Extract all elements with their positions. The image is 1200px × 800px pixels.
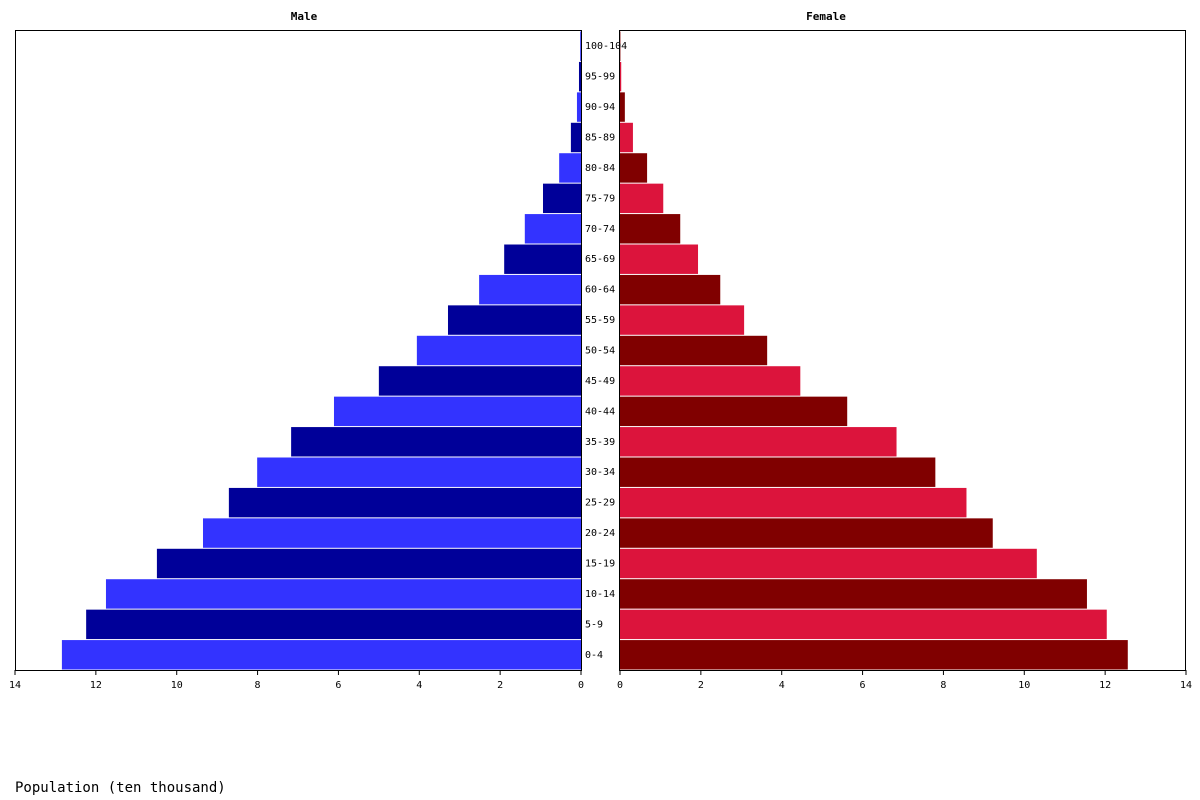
female-title: Female <box>806 10 846 23</box>
bar <box>105 579 581 609</box>
category-label: 35-39 <box>585 437 615 448</box>
category-label: 80-84 <box>585 163 615 174</box>
category-label: 65-69 <box>585 254 615 265</box>
bar <box>559 153 581 183</box>
bar <box>620 487 967 518</box>
bar <box>620 640 1128 670</box>
bar <box>570 122 581 153</box>
bar <box>86 609 581 640</box>
bar <box>620 427 897 457</box>
bar <box>620 335 768 366</box>
x-tick-label: 2 <box>698 680 704 691</box>
x-tick-label: 14 <box>9 680 21 691</box>
x-tick-label: 8 <box>255 680 261 691</box>
category-label: 75-79 <box>585 193 615 204</box>
bar <box>504 244 581 274</box>
bar <box>447 305 581 335</box>
bar <box>620 153 648 183</box>
bar <box>620 609 1107 640</box>
category-label: 15-19 <box>585 559 615 570</box>
x-tick-label: 4 <box>779 680 785 691</box>
bar <box>291 427 581 457</box>
category-label: 25-29 <box>585 498 615 509</box>
bar <box>578 61 581 92</box>
bar <box>257 457 581 487</box>
bar <box>620 579 1087 609</box>
bar <box>620 548 1037 579</box>
x-tick-label: 4 <box>416 680 422 691</box>
category-label: 10-14 <box>585 589 615 600</box>
female-panel-frame <box>619 30 1186 671</box>
x-tick-label: 2 <box>497 680 503 691</box>
x-tick-label: 6 <box>335 680 341 691</box>
bar <box>333 396 581 427</box>
category-label: 50-54 <box>585 346 615 357</box>
x-tick-label: 0 <box>578 680 584 691</box>
category-label: 5-9 <box>585 619 603 630</box>
category-label: 0-4 <box>585 650 603 661</box>
x-tick-label: 12 <box>90 680 102 691</box>
bar <box>580 31 581 61</box>
category-label: 95-99 <box>585 72 615 83</box>
x-tick-label: 0 <box>617 680 623 691</box>
bar <box>542 183 581 214</box>
x-axis-label: Population (ten thousand) <box>15 780 226 796</box>
bar <box>620 457 936 487</box>
bar <box>620 61 622 92</box>
category-label: 20-24 <box>585 528 615 539</box>
bar <box>378 366 581 396</box>
category-label: 60-64 <box>585 285 615 296</box>
bar <box>524 214 581 244</box>
bar <box>228 487 582 518</box>
bar <box>620 183 664 214</box>
category-label: 90-94 <box>585 102 615 113</box>
bar <box>576 92 581 122</box>
bar <box>620 366 801 396</box>
category-label: 55-59 <box>585 315 615 326</box>
category-label: 70-74 <box>585 224 615 235</box>
bar <box>620 122 633 153</box>
category-label: 100-104 <box>585 41 627 52</box>
bar <box>620 214 681 244</box>
x-tick-label: 10 <box>1018 680 1030 691</box>
x-tick-label: 8 <box>940 680 946 691</box>
category-label: 45-49 <box>585 376 615 387</box>
bar <box>61 640 581 670</box>
category-label: 85-89 <box>585 133 615 144</box>
male-title: Male <box>291 10 318 23</box>
x-tick-label: 6 <box>860 680 866 691</box>
male-panel-frame <box>15 30 582 671</box>
bar <box>620 274 721 305</box>
bar <box>202 518 581 548</box>
bar <box>620 396 848 427</box>
bar <box>620 518 993 548</box>
x-tick-label: 10 <box>171 680 183 691</box>
category-label: 30-34 <box>585 467 615 478</box>
bar <box>156 548 581 579</box>
category-label: 40-44 <box>585 406 615 417</box>
bar <box>620 305 745 335</box>
bar <box>620 244 699 274</box>
x-tick-label: 12 <box>1099 680 1111 691</box>
x-tick-label: 14 <box>1180 680 1192 691</box>
bar <box>620 92 625 122</box>
bar <box>416 335 581 366</box>
bar <box>479 274 581 305</box>
